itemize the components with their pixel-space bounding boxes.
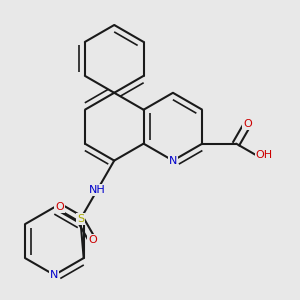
Text: OH: OH — [256, 150, 273, 160]
Text: O: O — [55, 202, 64, 212]
Text: S: S — [77, 214, 84, 224]
Text: O: O — [243, 119, 252, 129]
Text: O: O — [88, 235, 97, 245]
Text: N: N — [50, 270, 58, 280]
Text: N: N — [169, 156, 177, 166]
Text: NH: NH — [89, 185, 106, 195]
